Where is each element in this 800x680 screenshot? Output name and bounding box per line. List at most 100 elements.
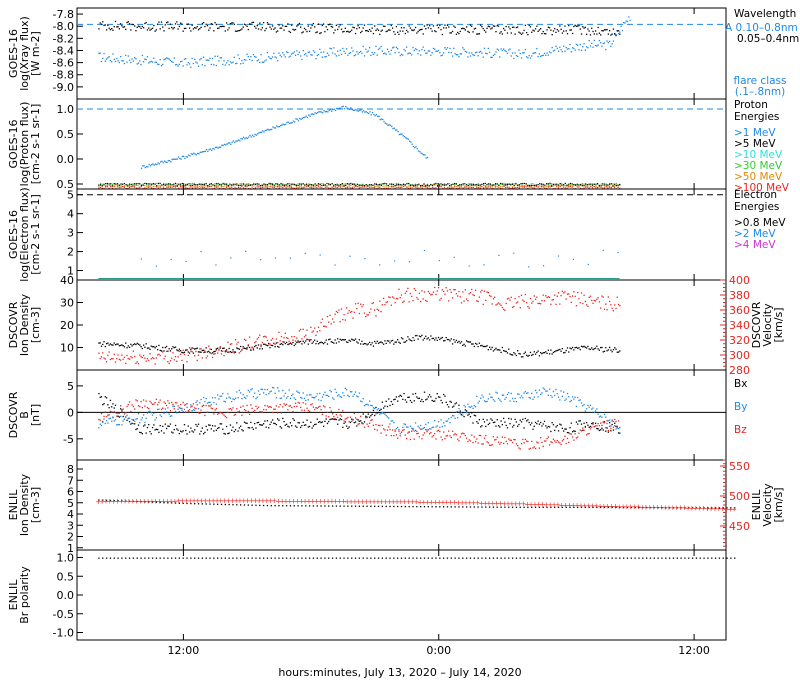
- data-point: [504, 29, 506, 31]
- data-point: [182, 30, 184, 32]
- data-point: [177, 156, 180, 158]
- data-point: [525, 302, 528, 304]
- data-point: [186, 402, 188, 405]
- data-point: [308, 410, 311, 413]
- data-point: [498, 183, 500, 186]
- data-point: [284, 56, 286, 58]
- data-point: [525, 186, 527, 188]
- data-point: [428, 185, 430, 187]
- data-point: [557, 430, 560, 432]
- data-point: [551, 422, 553, 424]
- data-point: [246, 25, 248, 27]
- data-point: [322, 51, 325, 53]
- data-point: [575, 305, 578, 307]
- data-point: [348, 421, 350, 423]
- data-point: [399, 187, 401, 189]
- data-point: [391, 184, 393, 186]
- data-point: +: [540, 501, 546, 509]
- data-point: [380, 184, 383, 186]
- data-point: [417, 338, 419, 340]
- data-point: [385, 123, 388, 125]
- data-point: [137, 182, 139, 185]
- data-point: [259, 393, 261, 396]
- data-point: [181, 185, 183, 187]
- data-point: [168, 402, 170, 404]
- data-point: [158, 408, 160, 410]
- data-point: [217, 186, 219, 188]
- data-point: [577, 291, 579, 294]
- data-point: [274, 343, 276, 345]
- data-point: [199, 412, 201, 414]
- data-point: [337, 423, 339, 425]
- data-point: [337, 311, 339, 314]
- data-point: [351, 505, 353, 507]
- data-point: [319, 342, 321, 344]
- data-point: [491, 303, 493, 305]
- data-point: [431, 436, 433, 438]
- data-point: [346, 183, 349, 185]
- data-point: [598, 186, 600, 188]
- data-point: [510, 183, 512, 185]
- data-point: [182, 349, 184, 351]
- data-point: +: [203, 497, 209, 505]
- data-point: [247, 344, 249, 346]
- data-point: [492, 298, 495, 300]
- data-point: [428, 394, 431, 396]
- data-point: [528, 421, 530, 424]
- data-point: [542, 387, 544, 389]
- data-point: [449, 289, 451, 291]
- data-point: [446, 24, 449, 26]
- data-point: [425, 185, 427, 187]
- data-point: [573, 439, 575, 441]
- panel-frame: [76, 369, 727, 461]
- data-point: [308, 505, 311, 507]
- data-point: [607, 184, 609, 186]
- data-point: [457, 438, 459, 440]
- data-point: [615, 307, 617, 310]
- data-point: [275, 31, 278, 33]
- data-point: +: [325, 498, 331, 506]
- data-point: [247, 389, 249, 392]
- data-point: [254, 186, 257, 188]
- data-point: [600, 186, 602, 188]
- data-point: [326, 185, 328, 188]
- data-point: [306, 338, 308, 341]
- data-point: [99, 342, 101, 344]
- data-point: [201, 557, 203, 559]
- data-point: [319, 185, 321, 187]
- data-point: [167, 57, 169, 60]
- data-point: [431, 184, 434, 187]
- data-point: [367, 343, 369, 345]
- data-point: [189, 155, 191, 157]
- data-point: +: [394, 498, 400, 506]
- data-point: [508, 417, 510, 420]
- data-point: [257, 133, 259, 135]
- y2-tick-label: 450: [729, 520, 750, 533]
- data-point: [592, 423, 594, 425]
- data-point: [211, 149, 213, 152]
- data-point: [597, 26, 599, 29]
- data-point: [339, 320, 341, 323]
- data-point: [427, 27, 429, 29]
- data-point: [404, 184, 406, 186]
- data-point: [307, 183, 309, 185]
- data-point: [191, 186, 194, 188]
- data-point: [140, 184, 143, 186]
- data-point: [234, 429, 237, 431]
- data-point: [302, 421, 304, 424]
- data-point: [445, 287, 447, 289]
- data-point: [202, 184, 204, 186]
- data-point: [528, 307, 530, 309]
- data-point: [370, 505, 372, 507]
- data-point: [610, 349, 612, 351]
- data-point: [211, 407, 214, 410]
- data-point: [400, 27, 403, 29]
- data-point: [108, 27, 110, 29]
- data-point: [578, 49, 580, 51]
- data-point: [251, 388, 253, 390]
- data-point: [542, 506, 544, 508]
- data-point: [171, 60, 173, 63]
- data-point: [447, 183, 449, 185]
- data-point: [375, 315, 377, 317]
- data-point: [209, 348, 211, 350]
